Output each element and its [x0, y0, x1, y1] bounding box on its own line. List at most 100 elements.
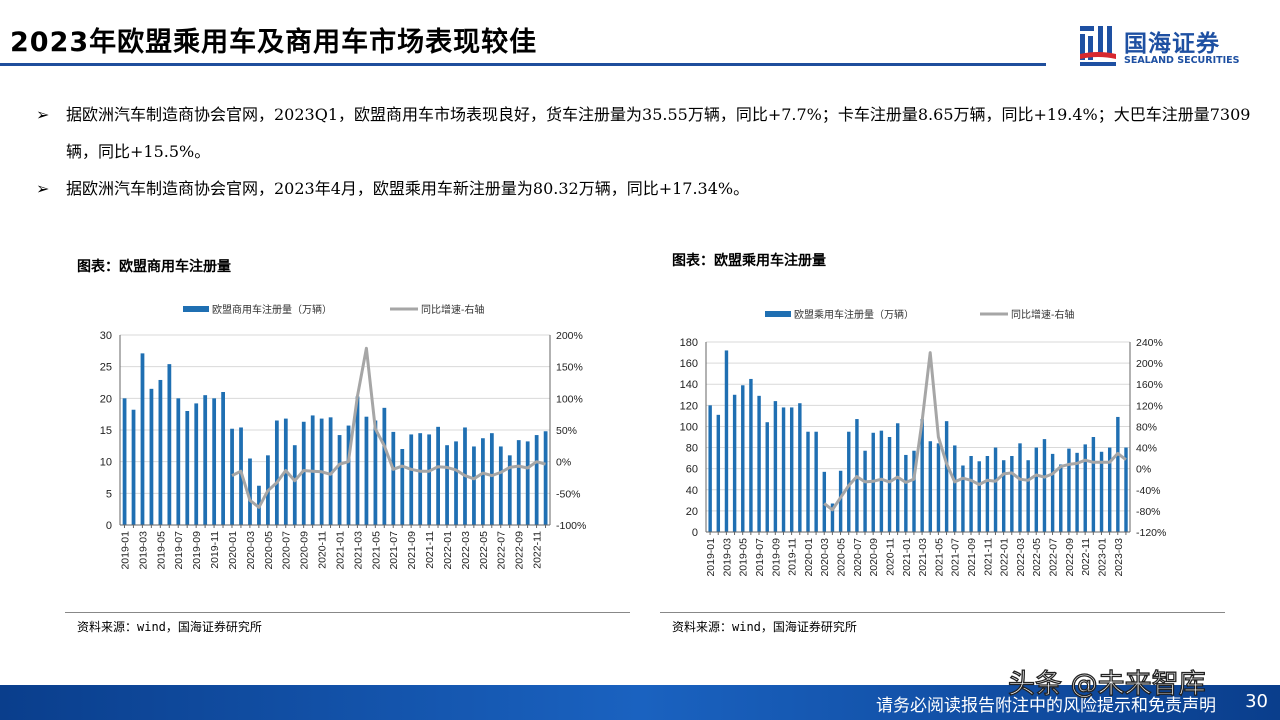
y2-tick-label: 0% — [556, 457, 571, 469]
bar — [194, 403, 199, 525]
logo-text-en: SEALAND SECURITIES — [1124, 55, 1240, 66]
bar — [445, 445, 449, 525]
bar — [1050, 453, 1055, 532]
bar — [773, 401, 778, 532]
y-tick-label: 180 — [680, 337, 698, 349]
x-tick-label: 2022-01 — [442, 531, 454, 570]
bar — [1018, 443, 1022, 532]
bar — [472, 446, 476, 525]
bar — [741, 385, 745, 532]
bar — [830, 503, 835, 532]
bar — [1124, 447, 1128, 532]
bar — [1001, 460, 1006, 532]
bar — [400, 449, 405, 525]
x-tick-label: 2019-01 — [119, 531, 131, 570]
y2-tick-label: 40% — [1136, 443, 1157, 455]
bar — [757, 395, 761, 532]
y2-tick-label: -40% — [1136, 485, 1161, 497]
y2-tick-label: 200% — [556, 330, 583, 342]
y2-tick-label: 100% — [556, 393, 583, 405]
x-tick-label: 2022-11 — [1080, 538, 1092, 576]
y-tick-label: 160 — [680, 358, 698, 370]
bar — [525, 441, 530, 525]
y-tick-label: 15 — [100, 425, 112, 437]
bar — [847, 431, 851, 532]
bar — [167, 364, 172, 525]
y2-tick-label: -100% — [556, 520, 586, 532]
legend-bar-swatch — [183, 306, 209, 312]
legend-label: 同比增速-右轴 — [1011, 308, 1074, 321]
x-tick-label: 2021-09 — [966, 538, 978, 577]
x-tick-label: 2021-07 — [388, 531, 400, 570]
bar — [498, 446, 503, 525]
bar — [203, 395, 208, 525]
bar — [1059, 464, 1063, 532]
passenger-car-chart-panel: 图表：欧盟乘用车注册量 欧盟乘用车注册量（万辆） 同比增速-右轴 0 20 40 60 80… — [660, 240, 1225, 640]
bullet-text: 据欧洲汽车制造商协会官网，2023Q1，欧盟商用车市场表现良好，货车注册量为35… — [66, 105, 1251, 161]
x-tick-label: 2021-07 — [950, 538, 962, 577]
x-tick-label: 2019-07 — [173, 531, 185, 570]
bar — [355, 396, 360, 525]
bar — [534, 435, 539, 525]
x-tick-label: 2023-01 — [1096, 538, 1108, 577]
x-tick-label: 2019-09 — [191, 531, 203, 570]
bar — [887, 437, 892, 532]
arrow-right-icon: ➢ — [36, 179, 50, 198]
bar — [337, 435, 342, 525]
y-tick-label: 140 — [680, 379, 698, 391]
bar — [274, 420, 279, 525]
bar — [230, 428, 234, 525]
y2-tick-label: 0% — [1136, 464, 1151, 476]
y-tick-label: 60 — [686, 464, 698, 476]
legend-label: 欧盟商用车注册量（万辆） — [212, 303, 332, 316]
legend-bar-swatch — [765, 311, 791, 317]
y-tick-label: 5 — [106, 488, 112, 500]
bar — [436, 426, 440, 525]
x-tick-label: 2022-07 — [1048, 538, 1060, 577]
bar — [936, 443, 941, 532]
bar — [708, 405, 712, 532]
bar — [798, 403, 802, 532]
y2-tick-label: -80% — [1136, 506, 1161, 518]
x-tick-label: 2021-11 — [424, 531, 436, 569]
company-logo: 国海证券 SEALAND SECURITIES — [1078, 24, 1258, 70]
x-tick-label: 2020-05 — [263, 531, 275, 570]
x-tick-label: 2021-09 — [406, 531, 418, 570]
bar — [1091, 437, 1096, 532]
bar — [969, 456, 973, 532]
bar — [373, 420, 378, 525]
bullet-list: ➢ 据欧洲汽车制造商协会官网，2023Q1，欧盟商用车市场表现良好，货车注册量为… — [36, 96, 1256, 207]
bar — [1083, 444, 1087, 532]
bar — [993, 447, 998, 532]
bar — [904, 454, 908, 532]
y-tick-label: 100 — [680, 421, 698, 433]
y2-tick-label: 200% — [1136, 358, 1163, 370]
y2-tick-label: 240% — [1136, 337, 1163, 349]
y-tick-label: 20 — [686, 506, 698, 518]
legend-label: 同比增速-右轴 — [421, 303, 484, 316]
bar — [1116, 416, 1120, 532]
y-tick-label: 20 — [100, 393, 112, 405]
x-tick-label: 2020-11 — [884, 538, 896, 576]
bar — [863, 450, 867, 532]
bar — [985, 456, 990, 532]
bar — [1042, 439, 1047, 532]
footer-bar: 请务必阅读报告附注中的风险提示和免责声明 30 — [0, 685, 1280, 720]
bar — [1099, 451, 1104, 532]
bar — [418, 433, 423, 525]
x-tick-label: 2021-05 — [933, 538, 945, 577]
bar — [140, 353, 145, 525]
x-tick-label: 2022-09 — [514, 531, 526, 570]
y-tick-label: 120 — [680, 400, 698, 412]
x-tick-label: 2022-03 — [460, 531, 472, 570]
x-tick-label: 2022-05 — [478, 531, 490, 570]
bar — [391, 431, 396, 525]
chart-source: 资料来源：wind，国海证券研究所 — [672, 620, 857, 634]
x-tick-label: 2022-05 — [1031, 538, 1043, 577]
bar — [364, 416, 369, 525]
commercial-vehicle-chart-panel: 图表：欧盟商用车注册量 欧盟商用车注册量（万辆） 同比增速-右轴 0 5 10 15 20 2… — [65, 240, 630, 640]
bar — [961, 465, 965, 532]
x-tick-label: 2022-09 — [1064, 538, 1076, 577]
x-tick-label: 2022-07 — [496, 531, 508, 570]
bar — [507, 455, 512, 525]
